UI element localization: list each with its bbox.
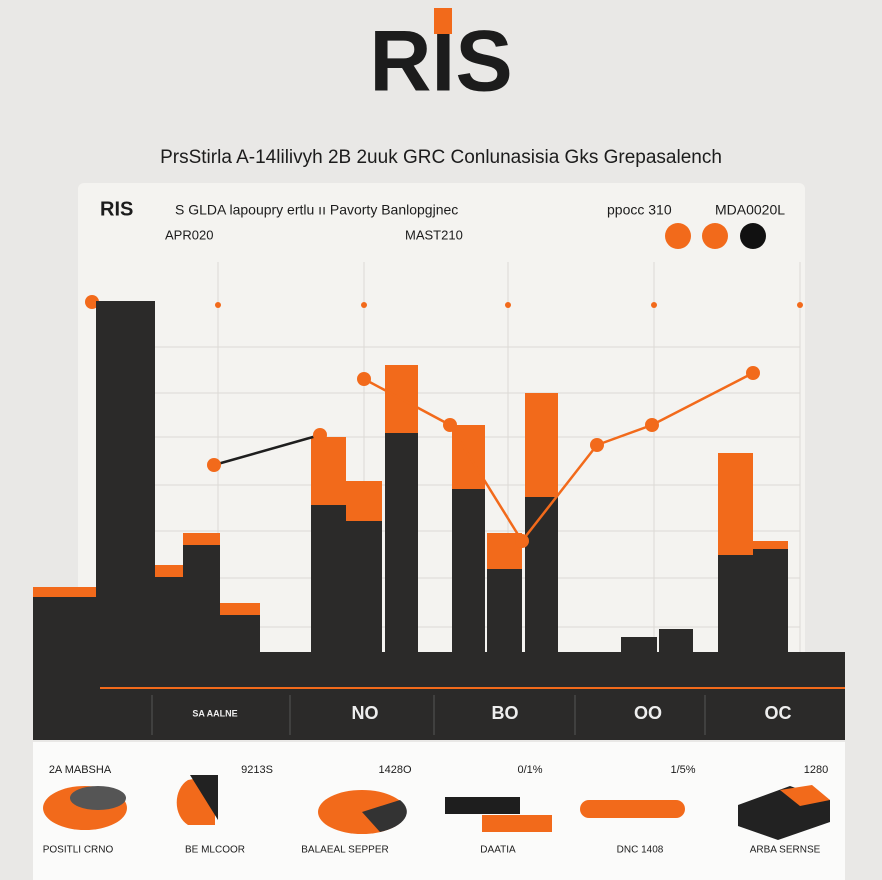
band-label: BO bbox=[492, 703, 519, 723]
panel-labels: 2A MABSHA POSITLI CRNO 9213S BE MLCOOR 1428O… bbox=[43, 764, 829, 856]
line-series bbox=[363, 371, 754, 544]
grid-dots bbox=[85, 295, 803, 309]
line-point bbox=[207, 458, 221, 472]
side-block-top bbox=[33, 587, 96, 597]
line-point bbox=[313, 428, 327, 442]
card-caption: S GLDA lapoupry ertlu ıı Pavorty Banlopg… bbox=[175, 202, 458, 218]
bar-segment bbox=[96, 301, 155, 665]
dot bbox=[665, 223, 691, 249]
panel-top: 1280 bbox=[804, 764, 828, 776]
band-label: NO bbox=[352, 703, 379, 723]
bar-segment bbox=[311, 505, 346, 665]
band-dividers bbox=[151, 695, 706, 735]
bar-segment bbox=[346, 481, 382, 521]
bar-segment bbox=[155, 577, 183, 665]
panel-bottom: BE MLCOOR bbox=[185, 845, 245, 856]
panel-top: 1428O bbox=[378, 764, 411, 776]
stat: MDA0020L bbox=[715, 202, 785, 218]
panel-bottom: DNC 1408 bbox=[617, 845, 664, 856]
bottom-panel bbox=[33, 742, 845, 880]
bar-segment bbox=[659, 629, 693, 665]
line-point bbox=[590, 438, 604, 452]
panel-top: 0/1% bbox=[517, 764, 542, 776]
bar-segment bbox=[525, 393, 558, 497]
bar-segment bbox=[487, 569, 522, 665]
bar-segment bbox=[718, 453, 753, 555]
bar-segment bbox=[718, 555, 753, 665]
sub-label: MAST210 bbox=[405, 227, 463, 242]
card-logo: RIS bbox=[100, 198, 133, 220]
bar-segment bbox=[621, 637, 657, 665]
bar-segment bbox=[220, 615, 260, 665]
panel-bottom: ARBA SERNSE bbox=[750, 845, 821, 856]
bar-segment bbox=[346, 521, 382, 665]
line-point bbox=[443, 418, 457, 432]
bar-segment bbox=[155, 565, 183, 577]
stat: ppocc 310 bbox=[607, 202, 672, 218]
line-point bbox=[746, 366, 760, 380]
bar-segment bbox=[753, 549, 788, 665]
card bbox=[78, 183, 805, 663]
bar-segment bbox=[311, 437, 346, 505]
line-series bbox=[213, 433, 321, 467]
panel-bottom: POSITLI CRNO bbox=[43, 845, 114, 856]
bar-segment bbox=[452, 489, 485, 665]
band-labels: SA AALNE NO BO OO OC bbox=[192, 703, 791, 723]
band-label: OO bbox=[634, 703, 662, 723]
band-label: SA AALNE bbox=[192, 708, 237, 718]
panel-top: 2A MABSHA bbox=[49, 764, 112, 776]
panel-bottom: BALAEAL SEPPER bbox=[301, 845, 388, 856]
panel-bottom: DAATIA bbox=[480, 845, 516, 856]
line-point bbox=[515, 534, 529, 548]
dot bbox=[702, 223, 728, 249]
line-point bbox=[645, 418, 659, 432]
title-accent bbox=[434, 8, 452, 34]
panel-top: 9213S bbox=[241, 764, 273, 776]
bar-segment bbox=[183, 545, 220, 665]
panel-top: 1/5% bbox=[670, 764, 695, 776]
band-label: OC bbox=[765, 703, 792, 723]
floor-band bbox=[33, 652, 845, 740]
panel-icons bbox=[43, 775, 830, 840]
subtitle: PrsStirla A-14lilivyh 2B 2uuk GRC Conlun… bbox=[160, 147, 722, 168]
line-point bbox=[357, 372, 371, 386]
dot bbox=[740, 223, 766, 249]
bar-segment bbox=[385, 433, 418, 665]
bar-segment bbox=[753, 541, 788, 549]
bar-segment bbox=[220, 603, 260, 615]
sub-label: APR020 bbox=[165, 227, 213, 242]
bar-segment bbox=[183, 533, 220, 545]
bar-segment bbox=[525, 497, 558, 665]
